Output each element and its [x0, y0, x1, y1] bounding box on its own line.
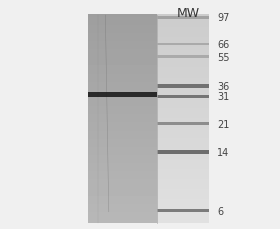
- Bar: [157, 85, 209, 89]
- Bar: [157, 56, 209, 59]
- Bar: [157, 95, 209, 99]
- Bar: [88, 92, 157, 97]
- Text: 66: 66: [217, 40, 229, 50]
- Text: 6: 6: [217, 206, 223, 216]
- Bar: [157, 122, 209, 125]
- Bar: [157, 44, 209, 46]
- Text: 14: 14: [217, 147, 229, 157]
- Bar: [157, 17, 209, 19]
- Text: 36: 36: [217, 82, 229, 92]
- Text: 31: 31: [217, 92, 229, 102]
- Bar: [157, 150, 209, 154]
- Bar: [157, 209, 209, 212]
- Text: MW: MW: [177, 7, 200, 20]
- Text: 97: 97: [217, 13, 229, 23]
- Text: 55: 55: [217, 52, 230, 62]
- Text: 21: 21: [217, 119, 229, 129]
